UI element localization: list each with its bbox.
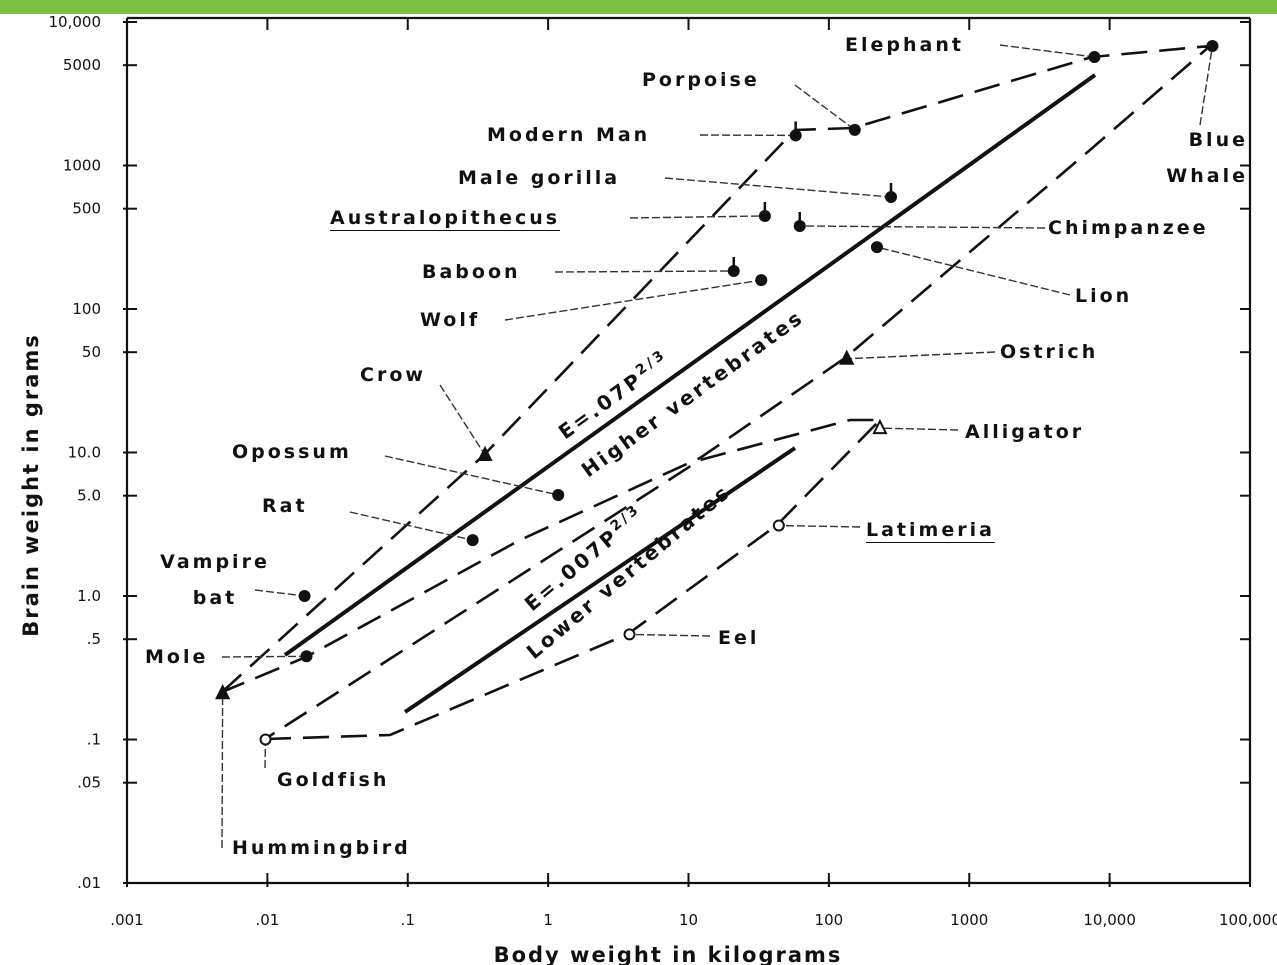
point-label: Goldfish: [277, 769, 390, 791]
leader-line: [794, 84, 856, 131]
point-label: Porpoise: [642, 69, 760, 91]
leader-line: [554, 270, 734, 273]
data-point: [755, 274, 768, 287]
point-label: Mole: [145, 646, 209, 668]
point-label: Baboon: [422, 261, 521, 283]
data-point: [259, 733, 272, 746]
data-point: [298, 590, 311, 602]
leader-line: [349, 511, 473, 541]
point-label: Elephant: [845, 34, 964, 56]
point-label: Hummingbird: [232, 837, 411, 859]
x-tick-label: 10,000: [1083, 911, 1136, 929]
data-point: [870, 241, 883, 254]
y-tick-label: .05: [77, 774, 101, 792]
x-tick-label: 100: [815, 911, 844, 929]
point-label: Modern Man: [487, 124, 651, 146]
y-tick-label: 5.0: [77, 487, 101, 505]
x-axis-title: Body weight in kilograms: [494, 943, 843, 965]
point-label: Ostrich: [1000, 341, 1099, 363]
y-tick-label: 5000: [63, 56, 101, 74]
leader-line: [504, 279, 762, 321]
leader-line: [876, 246, 1071, 296]
point-label: Blue Whale: [1166, 129, 1248, 187]
lower-fit-line: [403, 446, 797, 714]
point-label: Australopithecus: [330, 207, 561, 229]
leader-line: [778, 524, 861, 528]
data-point: [1206, 40, 1219, 53]
y-tick-label: .1: [87, 731, 101, 749]
leader-line: [254, 589, 305, 597]
data-point: [839, 349, 855, 365]
data-point: [1088, 51, 1101, 64]
data-point: [872, 418, 888, 435]
point-label: Rat: [262, 495, 308, 517]
top-bar: [0, 0, 1277, 14]
data-point: [215, 684, 231, 700]
point-label: Opossum: [232, 441, 352, 463]
leader-line: [879, 427, 959, 431]
leader-line: [664, 177, 892, 198]
x-tick-label: .01: [255, 911, 279, 929]
lower-vertebrates-region: [264, 418, 884, 741]
y-tick-label: 500: [72, 200, 101, 218]
data-point: [300, 650, 313, 663]
y-tick-label: 10,000: [49, 13, 102, 31]
leader-line: [439, 384, 486, 456]
y-tick-label: 1000: [63, 157, 101, 175]
leader-line: [384, 455, 559, 496]
y-tick-label: 1.0: [77, 587, 101, 605]
point-label: Crow: [360, 364, 426, 386]
y-tick-label: 10.0: [68, 444, 101, 462]
data-point: [477, 445, 493, 462]
data-point: [552, 488, 565, 501]
equation-exponent: 2/3: [633, 346, 670, 379]
data-point: [466, 534, 479, 547]
leader-line: [846, 351, 996, 360]
point-label: Latimeria: [866, 519, 995, 541]
y-tick-label: 100: [72, 300, 101, 318]
x-tick-label: 100,000: [1219, 911, 1277, 929]
point-label: Male gorilla: [458, 167, 621, 189]
leader-line: [999, 44, 1095, 58]
leader-line: [629, 633, 711, 637]
point-label: Alligator: [965, 421, 1085, 443]
data-point: [848, 123, 861, 136]
y-tick-label: .01: [77, 874, 101, 892]
fit-lines: [283, 73, 1097, 714]
x-tick-label: 1: [543, 911, 553, 929]
y-axis-title: Brain weight in grams: [19, 333, 43, 637]
data-point: [772, 519, 785, 532]
y-tick-label: 50: [82, 343, 101, 361]
leader-line: [629, 215, 765, 219]
leader-line: [221, 655, 307, 658]
point-label: Chimpanzee: [1048, 217, 1209, 239]
equation-exponent: 2/3: [608, 501, 644, 535]
x-tick-label: .1: [401, 911, 415, 929]
higher-fit-line: [283, 73, 1097, 657]
data-point: [623, 628, 636, 641]
point-label: Wolf: [420, 309, 481, 331]
point-label: Vampire bat: [160, 551, 270, 609]
leader-line: [221, 693, 224, 849]
x-tick-label: 1000: [950, 911, 988, 929]
leader-line: [1199, 45, 1214, 126]
leader-line: [799, 225, 1046, 229]
x-tick-label: .001: [110, 911, 143, 929]
point-label: Eel: [718, 627, 760, 649]
x-tick-label: 10: [679, 911, 698, 929]
point-label: Lion: [1075, 285, 1133, 307]
y-tick-label: .5: [87, 630, 101, 648]
